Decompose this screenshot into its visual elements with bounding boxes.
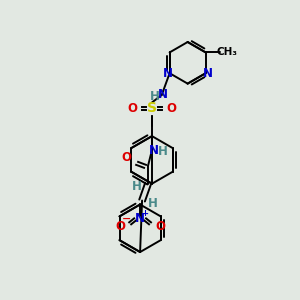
Text: +: + (142, 209, 148, 218)
Text: N: N (163, 67, 172, 80)
Text: N: N (202, 67, 213, 80)
Text: N: N (135, 212, 145, 225)
Text: O: O (121, 152, 131, 164)
Text: O: O (127, 102, 137, 115)
Text: H: H (132, 180, 142, 193)
Text: H: H (148, 197, 158, 210)
Text: −: − (122, 213, 131, 224)
Text: N: N (149, 145, 159, 158)
Text: N: N (158, 88, 168, 100)
Text: S: S (147, 101, 157, 116)
Text: H: H (150, 91, 160, 103)
Text: CH₃: CH₃ (217, 47, 238, 57)
Text: O: O (115, 220, 125, 233)
Text: O: O (167, 102, 177, 115)
Text: O: O (155, 220, 165, 233)
Text: H: H (158, 146, 168, 158)
